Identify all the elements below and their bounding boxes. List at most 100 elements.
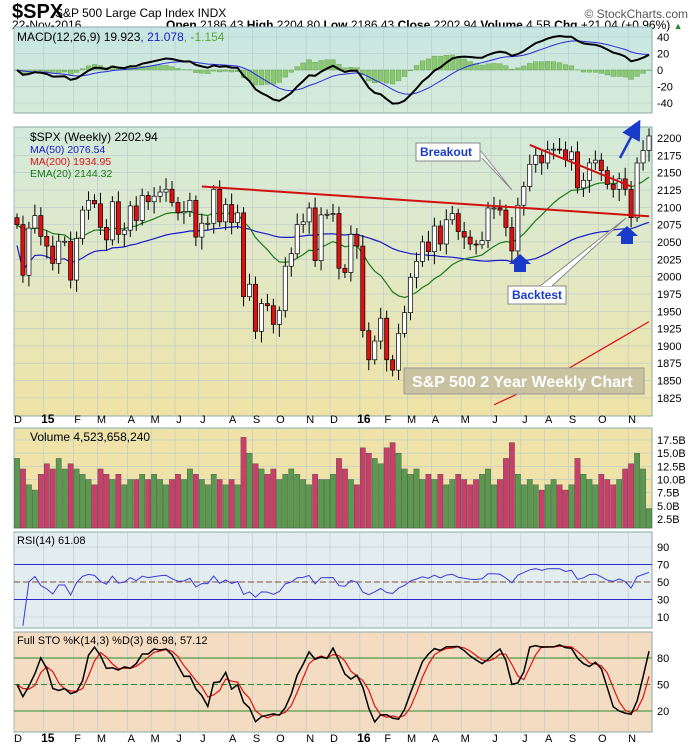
volume-bar bbox=[467, 484, 473, 529]
candle-body bbox=[515, 204, 521, 252]
volume-bar bbox=[133, 479, 140, 529]
candle-body bbox=[109, 201, 115, 241]
macd-histogram-bar bbox=[407, 69, 414, 71]
candle-body bbox=[44, 236, 50, 247]
candle-body bbox=[545, 149, 551, 164]
macd-tick-label: -20 bbox=[657, 82, 673, 94]
breakout-callout-box bbox=[415, 142, 481, 162]
candle-body bbox=[551, 148, 557, 151]
candle-body bbox=[74, 238, 80, 281]
candle-body bbox=[384, 317, 390, 361]
volume-bar bbox=[55, 458, 62, 529]
volume-bar bbox=[628, 463, 634, 529]
volume-bar bbox=[401, 468, 408, 529]
candle-body bbox=[616, 178, 622, 190]
x-tick-label: 15 bbox=[41, 731, 55, 745]
x-tick-label: M bbox=[461, 414, 470, 426]
volume-bar bbox=[300, 479, 307, 529]
candle-body bbox=[569, 151, 574, 160]
candle-body bbox=[306, 207, 312, 223]
volume-bar bbox=[443, 484, 450, 529]
x-tick-label: J bbox=[522, 414, 528, 426]
volume-bar bbox=[115, 474, 122, 529]
volume-bar bbox=[336, 458, 342, 529]
candle-body bbox=[14, 217, 20, 225]
sto-legend: Full STO %K(14,3) %D(3) 86.98, 57.12 bbox=[17, 635, 208, 647]
candle-body bbox=[646, 135, 652, 151]
macd-line bbox=[16, 34, 650, 105]
macd-histogram-bar bbox=[79, 68, 86, 71]
rsi-tick-label: 50 bbox=[657, 577, 669, 589]
candle-body bbox=[503, 209, 509, 228]
volume-bar bbox=[598, 474, 605, 529]
volume-bar bbox=[544, 484, 551, 529]
volume-bar bbox=[634, 452, 640, 529]
candle-body bbox=[205, 222, 211, 225]
volume-bar bbox=[455, 474, 462, 529]
price-tick-label: 1975 bbox=[657, 289, 681, 301]
volume-bar bbox=[175, 474, 181, 529]
volume-bar bbox=[419, 479, 426, 529]
candle-body bbox=[103, 227, 109, 241]
sto-tick-label: 20 bbox=[657, 706, 669, 718]
macd-histogram-bar bbox=[628, 69, 634, 80]
ma50-legend: MA(50) 2076.54 bbox=[30, 144, 105, 156]
wedge-trendline bbox=[529, 144, 632, 188]
macd-histogram-bar bbox=[521, 65, 527, 71]
candle-body bbox=[366, 330, 372, 361]
x-tick-label: J bbox=[200, 733, 206, 745]
price-tick-label: 2025 bbox=[657, 254, 681, 266]
macd-histogram-bar bbox=[211, 69, 217, 72]
x-tick-label: 15 bbox=[41, 412, 55, 426]
volume-bar bbox=[395, 452, 402, 529]
macd-histogram-bar bbox=[425, 58, 431, 71]
macd-histogram-bar bbox=[515, 67, 521, 71]
volume-bar bbox=[73, 468, 80, 529]
volume-bar bbox=[413, 468, 420, 529]
rsi-line bbox=[22, 568, 650, 626]
price-legend: $SPX (Weekly) 2202.94 bbox=[30, 130, 158, 144]
volume-bar bbox=[252, 463, 259, 529]
macd-histogram-bar bbox=[294, 66, 300, 71]
macd-histogram-bar bbox=[264, 69, 270, 85]
volume-bar bbox=[604, 479, 611, 529]
macd-histogram-bar bbox=[157, 65, 163, 71]
macd-tick-label: -40 bbox=[657, 98, 673, 110]
volume-bar bbox=[473, 479, 479, 529]
candle-body bbox=[437, 225, 443, 245]
volume-bar bbox=[151, 474, 157, 529]
price-tick-label: 2000 bbox=[657, 272, 681, 284]
x-tick-label: J bbox=[176, 414, 182, 426]
candle-body bbox=[324, 213, 330, 216]
candle-body bbox=[479, 240, 485, 246]
candle-body bbox=[229, 204, 235, 223]
watermark: © StockCharts.com bbox=[584, 7, 688, 21]
macd-histogram-bar bbox=[342, 67, 348, 71]
candle-body bbox=[485, 207, 491, 241]
candle-body bbox=[628, 188, 634, 219]
price-tick-label: 2200 bbox=[657, 133, 681, 145]
macd-histogram-bar bbox=[503, 65, 509, 71]
volume-bar bbox=[127, 479, 134, 529]
candle-body bbox=[354, 233, 360, 247]
candle-body bbox=[598, 159, 604, 171]
volume-bar bbox=[198, 479, 205, 529]
candle-body bbox=[634, 162, 640, 219]
rsi-tick-label: 70 bbox=[657, 560, 669, 572]
macd-histogram-bar bbox=[38, 69, 44, 72]
macd-histogram-bar bbox=[300, 62, 306, 71]
volume-bar bbox=[163, 484, 169, 529]
macd-histogram-bar bbox=[175, 68, 181, 71]
volume-bar bbox=[37, 474, 44, 529]
volume-tick-label: 5.0B bbox=[657, 501, 680, 513]
candle-body bbox=[342, 267, 348, 273]
x-tick-label: O bbox=[276, 733, 285, 745]
x-tick-label: S bbox=[569, 733, 576, 745]
sto-k-line bbox=[16, 644, 650, 724]
volume-bar bbox=[509, 442, 515, 529]
candle-body bbox=[539, 154, 545, 164]
volume-bar bbox=[324, 479, 330, 529]
volume-bar bbox=[425, 474, 432, 529]
volume-bar bbox=[646, 508, 652, 529]
candle-body bbox=[330, 213, 336, 215]
